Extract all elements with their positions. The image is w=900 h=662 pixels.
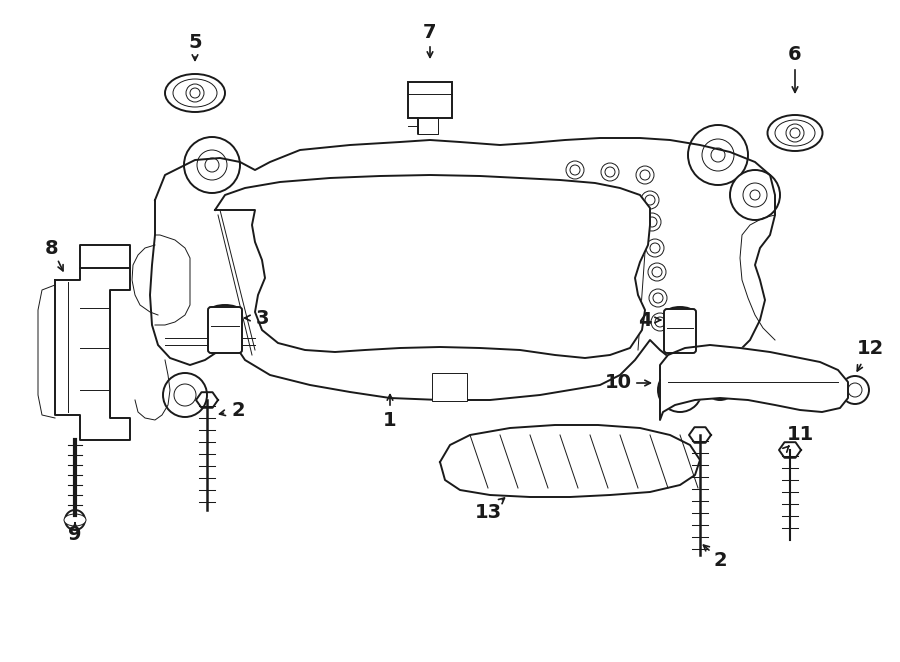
- Text: 9: 9: [68, 526, 82, 545]
- Circle shape: [80, 320, 100, 340]
- Circle shape: [568, 450, 592, 474]
- Circle shape: [649, 289, 667, 307]
- Text: 1: 1: [383, 410, 397, 430]
- Circle shape: [606, 188, 624, 206]
- Text: 6: 6: [788, 46, 802, 64]
- Circle shape: [65, 510, 85, 530]
- Bar: [418, 118, 438, 134]
- Circle shape: [613, 311, 631, 329]
- Circle shape: [688, 125, 748, 185]
- Text: 10: 10: [605, 373, 632, 393]
- Circle shape: [523, 450, 547, 474]
- Text: 2: 2: [713, 551, 727, 569]
- Circle shape: [80, 380, 100, 400]
- Text: 11: 11: [787, 426, 814, 444]
- Ellipse shape: [211, 305, 239, 315]
- Circle shape: [841, 376, 869, 404]
- Circle shape: [651, 313, 669, 331]
- Ellipse shape: [64, 514, 86, 526]
- Circle shape: [163, 373, 207, 417]
- Circle shape: [478, 450, 502, 474]
- Text: 2: 2: [231, 401, 245, 420]
- Circle shape: [643, 213, 661, 231]
- Text: 8: 8: [45, 238, 58, 258]
- Circle shape: [611, 286, 629, 304]
- Circle shape: [702, 364, 738, 400]
- Circle shape: [601, 163, 619, 181]
- Circle shape: [566, 161, 584, 179]
- Text: 5: 5: [188, 32, 202, 52]
- Text: 12: 12: [857, 338, 884, 357]
- Text: 7: 7: [423, 23, 436, 42]
- Polygon shape: [150, 138, 775, 400]
- Circle shape: [791, 371, 819, 399]
- Circle shape: [636, 166, 654, 184]
- Bar: [408, 82, 452, 118]
- Circle shape: [608, 211, 626, 229]
- Polygon shape: [215, 175, 650, 358]
- Polygon shape: [440, 425, 700, 497]
- Circle shape: [656, 450, 680, 474]
- Circle shape: [646, 239, 664, 257]
- Text: 3: 3: [256, 308, 269, 328]
- Text: 4: 4: [638, 310, 652, 330]
- Circle shape: [576, 284, 594, 302]
- Ellipse shape: [667, 307, 693, 317]
- Circle shape: [648, 263, 666, 281]
- Circle shape: [609, 236, 627, 254]
- Circle shape: [573, 259, 591, 277]
- Text: 13: 13: [474, 502, 501, 522]
- FancyBboxPatch shape: [208, 307, 242, 353]
- Circle shape: [730, 170, 780, 220]
- Ellipse shape: [165, 74, 225, 112]
- Circle shape: [571, 233, 589, 251]
- Polygon shape: [55, 268, 130, 440]
- Circle shape: [786, 124, 804, 142]
- Circle shape: [186, 84, 204, 102]
- Circle shape: [658, 368, 702, 412]
- Circle shape: [80, 290, 100, 310]
- Circle shape: [610, 261, 628, 279]
- Circle shape: [579, 309, 597, 327]
- Circle shape: [641, 191, 659, 209]
- Circle shape: [571, 186, 589, 204]
- Bar: [432, 373, 467, 401]
- Circle shape: [80, 350, 100, 370]
- Circle shape: [613, 450, 637, 474]
- Ellipse shape: [768, 115, 823, 151]
- FancyBboxPatch shape: [664, 309, 696, 353]
- Polygon shape: [660, 345, 848, 420]
- Circle shape: [184, 137, 240, 193]
- Circle shape: [571, 209, 589, 227]
